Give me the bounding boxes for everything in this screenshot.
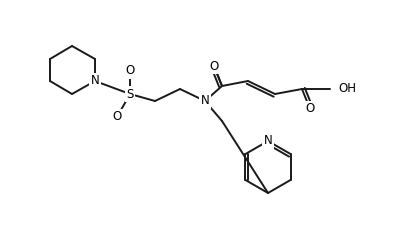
Text: S: S [126, 87, 134, 101]
Text: O: O [210, 60, 218, 73]
Text: O: O [305, 103, 315, 115]
Text: N: N [91, 74, 100, 87]
Text: OH: OH [338, 82, 356, 95]
Text: O: O [125, 65, 135, 77]
Text: N: N [201, 95, 210, 107]
Text: O: O [112, 111, 122, 123]
Text: N: N [264, 134, 272, 147]
